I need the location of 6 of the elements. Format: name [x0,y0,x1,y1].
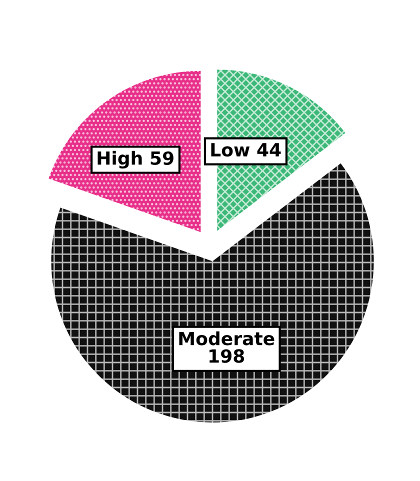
slice-label: Low [211,143,250,157]
data-label: 198 [210,349,244,363]
slice-label: High [98,150,142,169]
slice-label: Moderate [179,331,274,346]
data-label: 44 [257,143,281,156]
data-label: 59 [150,151,174,165]
